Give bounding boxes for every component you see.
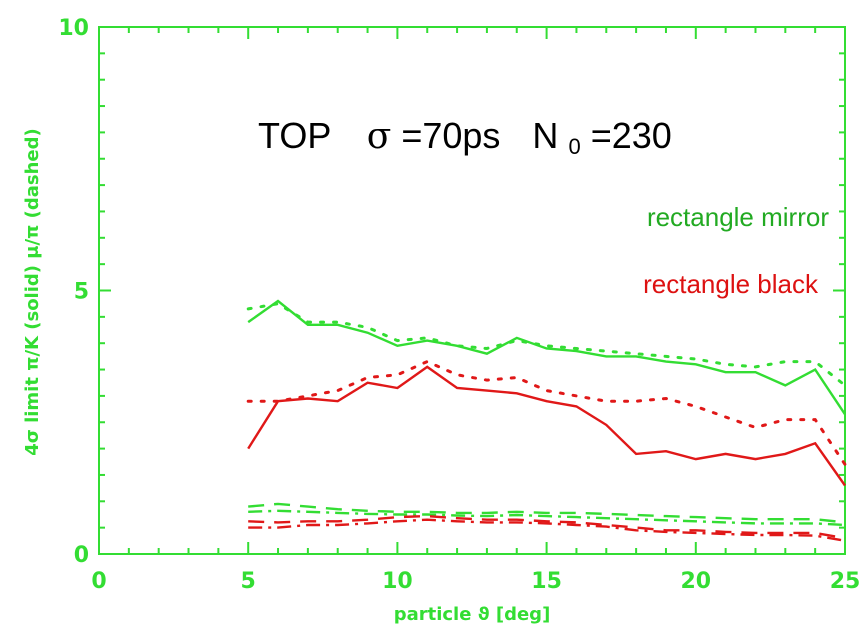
series-line-1-rectangle-mirror-dotted bbox=[246, 302, 847, 387]
y-tick-label: 0 bbox=[74, 543, 89, 568]
y-tick-label: 5 bbox=[74, 280, 89, 305]
title-top: TOP bbox=[258, 115, 331, 156]
series-line-0-rectangle-mirror-solid bbox=[247, 299, 846, 415]
title-sigma-value: =70ps bbox=[401, 115, 500, 156]
series-layer bbox=[246, 299, 847, 542]
x-axis-label: particle ϑ [deg] bbox=[394, 604, 551, 625]
y-tick-labels: 0 5 10 bbox=[58, 16, 89, 568]
title-n: N bbox=[532, 115, 558, 156]
title-n-value: =230 bbox=[591, 115, 672, 156]
series-line-7-rectangle-black-dash-dot bbox=[248, 518, 846, 542]
series-line-4-rectangle-mirror-dashed bbox=[248, 502, 846, 524]
x-tick-label: 25 bbox=[830, 569, 859, 594]
y-axis-label: 4σ limit π/K (solid) μ/π (dashed) bbox=[22, 128, 43, 455]
x-tick-labels: 0 5 10 15 20 25 bbox=[91, 569, 859, 594]
chart-title: TOP σ =70ps N 0 =230 bbox=[258, 115, 672, 162]
axis-ticks bbox=[98, 26, 846, 555]
title-sigma-symbol: σ bbox=[367, 116, 392, 157]
x-tick-label: 5 bbox=[241, 569, 256, 594]
x-tick-label: 15 bbox=[531, 569, 562, 594]
x-tick-label: 20 bbox=[680, 569, 711, 594]
series-line-2-rectangle-black-solid bbox=[247, 365, 846, 487]
title-n-subscript: 0 bbox=[568, 134, 580, 159]
legend-rectangle-black: rectangle black bbox=[643, 269, 819, 299]
x-tick-label: 10 bbox=[382, 569, 413, 594]
series-line-5-rectangle-mirror-dash-dot bbox=[248, 509, 846, 527]
series-line-6-rectangle-black-dashed bbox=[248, 514, 846, 540]
x-tick-label: 0 bbox=[91, 569, 106, 594]
series-line-3-rectangle-black-dotted bbox=[246, 359, 847, 466]
legend-rectangle-mirror: rectangle mirror bbox=[647, 202, 829, 232]
y-tick-label: 10 bbox=[58, 16, 89, 41]
